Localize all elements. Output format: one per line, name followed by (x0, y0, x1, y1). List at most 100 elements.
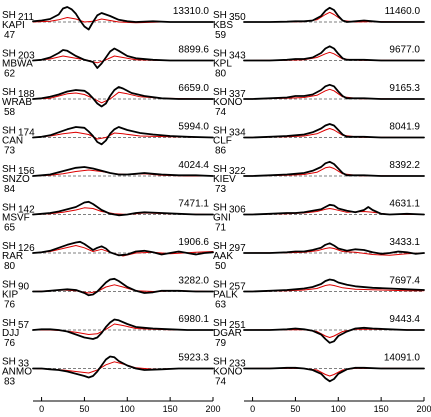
azimuth-label: 90 (18, 282, 30, 293)
amplitude-label: 6659.0 (178, 83, 209, 94)
station-label: MBWA (2, 59, 33, 70)
x-tick-label: 100 (331, 404, 346, 414)
distance-label: 65 (4, 223, 16, 234)
component-label: SH (2, 203, 16, 214)
amplitude-label: 9165.3 (389, 83, 420, 94)
synthetic-trace (32, 131, 214, 140)
amplitude-label: 4631.1 (389, 199, 420, 210)
azimuth-label: 257 (229, 282, 246, 293)
azimuth-label: 211 (18, 12, 34, 23)
azimuth-label: 297 (229, 243, 246, 254)
azimuth-label: 350 (229, 12, 246, 23)
distance-label: 73 (215, 184, 227, 195)
component-label: SH (213, 10, 227, 21)
observed-trace (32, 86, 214, 108)
distance-label: 73 (4, 146, 16, 157)
station-label: SNZO (2, 174, 30, 185)
component-label: SH (2, 280, 16, 291)
azimuth-label: 57 (18, 320, 30, 331)
azimuth-label: 322 (229, 166, 246, 177)
amplitude-label: 13310.0 (173, 6, 210, 17)
station-label: KBS (213, 20, 233, 31)
observed-trace (32, 355, 214, 379)
x-tick-label: 200 (205, 404, 220, 414)
amplitude-label: 4024.4 (178, 160, 209, 171)
observed-trace (243, 242, 425, 255)
component-label: SH (213, 280, 227, 291)
observed-trace (32, 6, 214, 31)
distance-label: 86 (215, 146, 227, 157)
station-label: ANMO (2, 367, 32, 378)
component-label: SH (213, 87, 227, 98)
azimuth-label: 203 (18, 51, 35, 62)
station-label: KIP (2, 290, 18, 301)
azimuth-label: 33 (18, 359, 30, 370)
component-label: SH (2, 10, 16, 21)
x-tick-label: 0 (39, 404, 44, 414)
azimuth-label: 142 (18, 205, 35, 216)
observed-trace (32, 277, 214, 297)
synthetic-trace (32, 91, 214, 104)
distance-label: 74 (215, 107, 227, 118)
amplitude-label: 3433.1 (389, 237, 420, 248)
component-label: SH (2, 49, 16, 60)
distance-label: 84 (4, 184, 16, 195)
observed-trace (32, 126, 214, 146)
amplitude-label: 5923.3 (178, 353, 209, 364)
observed-trace (243, 123, 425, 139)
observed-trace (243, 160, 425, 177)
azimuth-label: 174 (18, 128, 35, 139)
distance-label: 79 (215, 338, 227, 349)
component-label: SH (2, 357, 16, 368)
x-tick-label: 200 (416, 404, 431, 414)
station-label: PALK (213, 290, 238, 301)
station-label: KAPI (2, 20, 25, 31)
station-label: GNI (213, 213, 231, 224)
distance-label: 58 (4, 107, 16, 118)
station-label: DJJ (2, 328, 19, 339)
observed-trace (32, 200, 214, 217)
station-label: DGAR (213, 328, 242, 339)
component-label: SH (213, 241, 227, 252)
distance-label: 47 (4, 30, 16, 41)
azimuth-label: 334 (229, 128, 246, 139)
amplitude-label: 3282.0 (178, 276, 209, 287)
component-label: SH (213, 203, 227, 214)
distance-label: 80 (215, 69, 227, 80)
station-label: KONO (213, 97, 243, 108)
observed-trace (243, 6, 425, 23)
azimuth-label: 126 (18, 243, 35, 254)
azimuth-label: 233 (229, 359, 246, 370)
distance-label: 76 (4, 300, 16, 311)
distance-label: 63 (215, 300, 227, 311)
component-label: SH (213, 357, 227, 368)
component-label: SH (213, 49, 227, 60)
station-label: KPL (213, 59, 232, 70)
observed-trace (243, 366, 425, 383)
amplitude-label: 8392.2 (389, 160, 420, 171)
station-label: AAK (213, 251, 233, 262)
station-label: RAR (2, 251, 23, 262)
observed-trace (243, 203, 425, 216)
amplitude-label: 8041.9 (389, 122, 420, 133)
observed-trace (32, 318, 214, 340)
x-tick-label: 50 (79, 404, 89, 414)
station-label: CAN (2, 136, 23, 147)
distance-label: 59 (215, 30, 227, 41)
azimuth-label: 251 (229, 320, 246, 331)
observed-trace (243, 278, 425, 293)
